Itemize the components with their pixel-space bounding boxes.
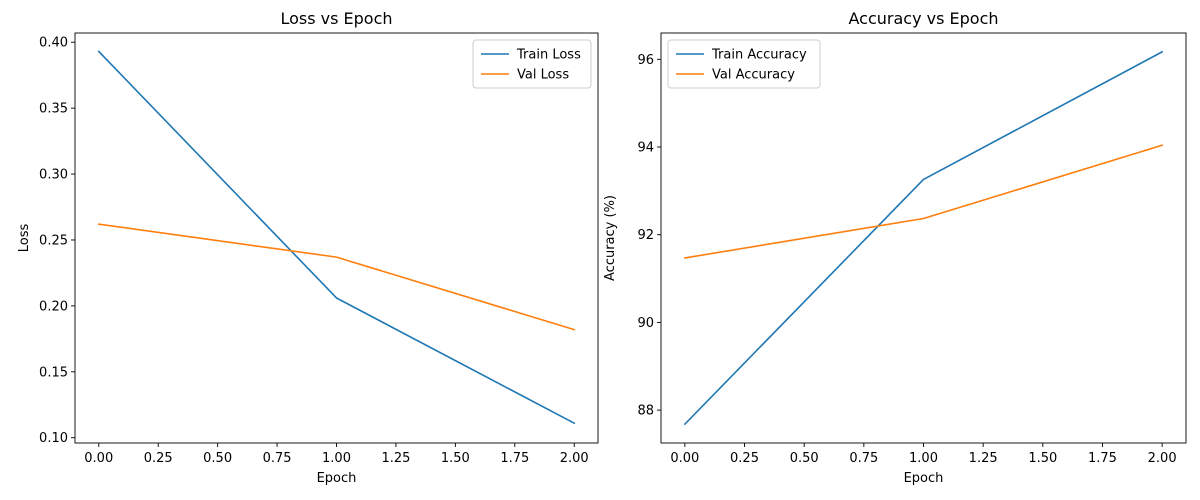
loss-y-tick-label: 0.35 bbox=[39, 102, 68, 117]
loss-legend-label-train: Train Loss bbox=[516, 48, 581, 63]
accuracy-x-tick-label: 0.00 bbox=[670, 451, 699, 466]
accuracy-y-tick-label: 96 bbox=[637, 53, 654, 68]
accuracy-y-tick-label: 92 bbox=[637, 228, 654, 243]
accuracy-legend-box bbox=[667, 39, 821, 89]
loss-y-tick-label: 0.40 bbox=[39, 36, 68, 51]
loss-legend-box bbox=[472, 39, 592, 89]
accuracy-y-tick-label: 90 bbox=[637, 316, 654, 331]
loss-x-tick-label: 0.25 bbox=[144, 451, 173, 466]
loss-y-tick-label: 0.25 bbox=[39, 233, 68, 248]
loss-plot-frame bbox=[74, 32, 599, 444]
loss-y-tick-label: 0.20 bbox=[39, 299, 68, 314]
loss-x-tick-label: 1.00 bbox=[322, 451, 351, 466]
loss-x-tick-label: 0.75 bbox=[263, 451, 292, 466]
accuracy-x-tick-label: 1.50 bbox=[1028, 451, 1057, 466]
loss-chart: Loss vs Epoch 0.00 0.25 0.50 0.75 1.00 1.25 1.5… bbox=[17, 9, 599, 486]
accuracy-x-tick-label: 1.25 bbox=[969, 451, 998, 466]
loss-y-tick-label: 0.15 bbox=[39, 365, 68, 380]
accuracy-chart: Accuracy vs Epoch 0.00 0.25 0.50 0.75 1.00 1.2… bbox=[603, 9, 1187, 486]
accuracy-series-line-val bbox=[683, 144, 1164, 259]
loss-x-tick-label: 0.50 bbox=[203, 451, 232, 466]
accuracy-x-tick-label: 2.00 bbox=[1148, 451, 1177, 466]
accuracy-legend: Train Accuracy Val Accuracy bbox=[667, 39, 821, 89]
accuracy-x-tick-label: 0.50 bbox=[790, 451, 819, 466]
accuracy-y-axis-label: Accuracy (%) bbox=[603, 195, 618, 281]
accuracy-legend-label-train: Train Accuracy bbox=[711, 48, 807, 63]
loss-x-tick-label: 1.75 bbox=[500, 451, 529, 466]
loss-x-tick-label: 2.00 bbox=[560, 451, 589, 466]
loss-x-tick-label: 1.25 bbox=[381, 451, 410, 466]
loss-y-axis-label: Loss bbox=[17, 224, 32, 253]
loss-legend: Train Loss Val Loss bbox=[472, 39, 592, 89]
accuracy-x-tick-label: 1.00 bbox=[909, 451, 938, 466]
loss-chart-title: Loss vs Epoch bbox=[280, 9, 392, 28]
loss-y-tick-label: 0.30 bbox=[39, 168, 68, 183]
loss-series-line-val bbox=[97, 223, 576, 331]
accuracy-plot-frame bbox=[660, 32, 1187, 444]
accuracy-chart-title: Accuracy vs Epoch bbox=[848, 9, 998, 28]
accuracy-x-tick-label: 0.75 bbox=[849, 451, 878, 466]
loss-series-line-train bbox=[97, 50, 576, 425]
accuracy-y-tick-label: 88 bbox=[637, 404, 654, 419]
accuracy-x-tick-label: 0.25 bbox=[730, 451, 759, 466]
loss-x-axis-label: Epoch bbox=[317, 471, 357, 486]
loss-legend-label-val: Val Loss bbox=[517, 68, 569, 83]
loss-x-tick-label: 1.50 bbox=[441, 451, 470, 466]
accuracy-y-tick-label: 94 bbox=[637, 141, 654, 156]
accuracy-legend-label-val: Val Accuracy bbox=[712, 68, 795, 83]
loss-x-tick-label: 0.00 bbox=[84, 451, 113, 466]
accuracy-series-line-train bbox=[683, 50, 1164, 426]
loss-y-tick-label: 0.10 bbox=[39, 431, 68, 446]
accuracy-x-axis-label: Epoch bbox=[904, 471, 944, 486]
accuracy-x-tick-label: 1.75 bbox=[1088, 451, 1117, 466]
